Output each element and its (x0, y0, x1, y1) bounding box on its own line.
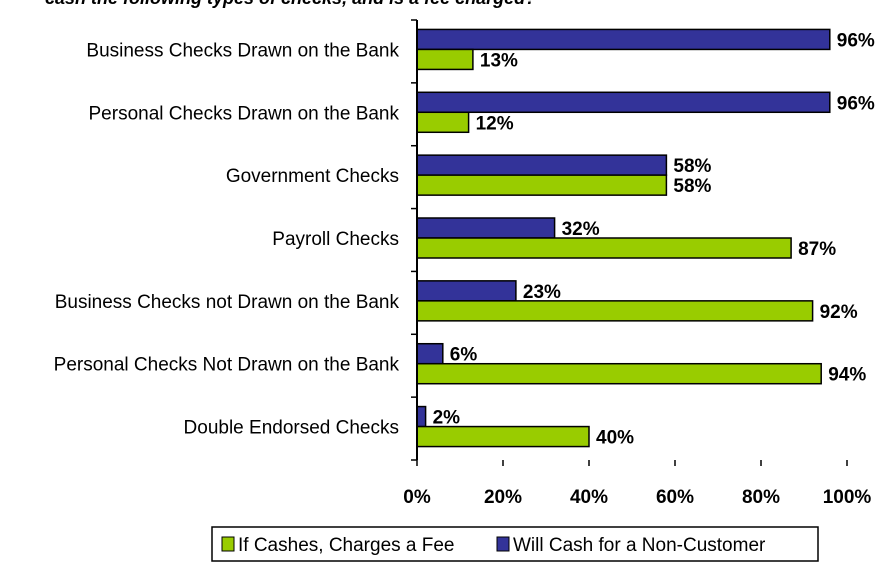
legend-label: If Cashes, Charges a Fee (238, 535, 455, 556)
bar-charges-fee (416, 48, 474, 71)
data-label: 58% (673, 176, 711, 197)
category-label: Payroll Checks (272, 229, 399, 250)
data-label: 32% (562, 219, 600, 240)
legend-label: Will Cash for a Non-Customer (513, 535, 766, 556)
x-tick-label: 20% (484, 487, 522, 508)
data-label: 23% (523, 282, 561, 303)
x-tick-label: 80% (742, 487, 780, 508)
bar-charges-fee (416, 174, 668, 196)
bar-charges-fee (416, 425, 590, 448)
category-label: Business Checks Drawn on the Bank (86, 40, 399, 61)
x-tick-label: 40% (570, 487, 608, 508)
bar-will-cash (416, 217, 556, 239)
x-tick-label: 0% (403, 487, 431, 508)
chart-title: cash the following types of checks, and … (45, 0, 536, 8)
bar-charges-fee (416, 237, 792, 259)
category-label: Government Checks (226, 166, 399, 187)
bar-charges-fee (416, 111, 470, 134)
data-label: 58% (673, 156, 711, 177)
category-label: Double Endorsed Checks (184, 418, 399, 439)
bar-will-cash (416, 154, 668, 176)
legend-swatch (496, 536, 510, 552)
bar-will-cash (416, 405, 427, 428)
data-label: 2% (433, 408, 461, 429)
category-label: Personal Checks Drawn on the Bank (89, 103, 400, 124)
x-tick-label: 60% (656, 487, 694, 508)
legend: If Cashes, Charges a Fee Will Cash for a … (211, 526, 819, 562)
bar-will-cash (416, 28, 831, 51)
bar-charges-fee (416, 362, 822, 385)
bar-charges-fee (416, 300, 814, 322)
x-tick-label: 100% (823, 487, 872, 508)
data-label: 6% (450, 345, 478, 366)
legend-box (211, 526, 819, 562)
data-label: 96% (837, 93, 875, 114)
data-label: 40% (596, 428, 634, 449)
data-label: 12% (476, 113, 514, 134)
category-label: Personal Checks Not Drawn on the Bank (54, 355, 400, 376)
data-label: 92% (820, 302, 858, 323)
category-label: Business Checks not Drawn on the Bank (55, 292, 400, 313)
data-label: 13% (480, 50, 518, 71)
bar-will-cash (416, 91, 831, 114)
data-label: 87% (798, 239, 836, 260)
data-label: 94% (828, 365, 866, 386)
bar-will-cash (416, 280, 517, 302)
legend-swatch (221, 536, 235, 552)
data-label: 96% (837, 30, 875, 51)
bar-will-cash (416, 342, 444, 365)
